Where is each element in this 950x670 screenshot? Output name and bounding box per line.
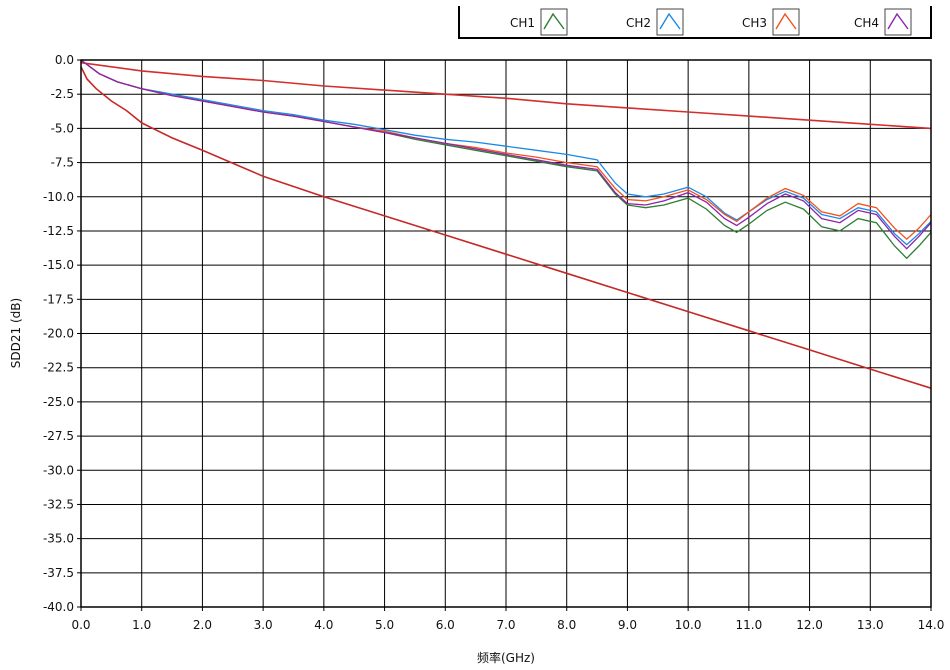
x-tick-label: 0.0 [71,618,90,632]
legend-swatch-box [772,8,800,36]
legend-label-ch3: CH3 [742,16,767,30]
y-tick-label: -15.0 [43,258,74,272]
x-tick-label: 6.0 [436,618,455,632]
legend-swatch-box [540,8,568,36]
y-tick-label: -5.0 [51,121,74,135]
y-tick-label: -12.5 [43,224,74,238]
y-tick-label: -27.5 [43,429,74,443]
y-tick-label: -25.0 [43,395,74,409]
x-tick-label: 9.0 [618,618,637,632]
y-tick-label: -2.5 [51,87,74,101]
x-tick-label: 14.0 [918,618,945,632]
x-tick-label: 7.0 [496,618,515,632]
x-tick-label: 4.0 [314,618,333,632]
y-tick-label: -20.0 [43,327,74,341]
legend-frame [458,6,932,39]
x-axis-title: 频率(GHz) [477,650,535,665]
x-tick-label: 10.0 [675,618,702,632]
y-tick-label: -7.5 [51,156,74,170]
legend-swatch-ch3 [775,12,797,30]
y-tick-label: -40.0 [43,600,74,614]
limit-line-2 [80,66,932,389]
x-tick-label: 11.0 [735,618,762,632]
x-tick-label: 12.0 [796,618,823,632]
y-tick-label: -30.0 [43,463,74,477]
series-layer [80,59,932,389]
y-tick-label: -35.0 [43,532,74,546]
y-tick-labels: 0.0 -2.5 -5.0 -7.5 -10.0 -12.5 -15.0 -17.5 -20.0… [43,53,81,614]
y-tick-label: 0.0 [55,53,74,67]
legend-swatch-box [656,8,684,36]
x-tick-label: 1.0 [132,618,151,632]
legend-label-ch2: CH2 [626,16,651,30]
legend: CH1 CH2 CH3 CH4 [458,6,932,39]
x-tick-label: 3.0 [254,618,273,632]
legend-label-ch4: CH4 [854,16,879,30]
y-tick-label: -32.5 [43,497,74,511]
limit-line-1 [80,61,932,130]
y-tick-label: -10.0 [43,190,74,204]
legend-swatch-ch4 [887,12,909,30]
legend-swatch-ch2 [659,12,681,30]
y-axis-title: SDD21 (dB) [9,298,23,368]
legend-swatch-box [884,8,912,36]
x-tick-label: 8.0 [557,618,576,632]
x-tick-labels: 0.0 1.0 2.0 3.0 4.0 5.0 6.0 7.0 8.0 9.0 10.0 11.0 12… [71,607,944,632]
x-tick-label: 2.0 [193,618,212,632]
legend-label-ch1: CH1 [510,16,535,30]
series-line-ch2 [80,59,932,246]
y-tick-label: -22.5 [43,361,74,375]
legend-swatch-ch1 [543,12,565,30]
series-line-ch4 [80,59,932,250]
y-tick-label: -17.5 [43,292,74,306]
x-tick-label: 5.0 [375,618,394,632]
x-tick-label: 13.0 [857,618,884,632]
y-tick-label: -37.5 [43,566,74,580]
